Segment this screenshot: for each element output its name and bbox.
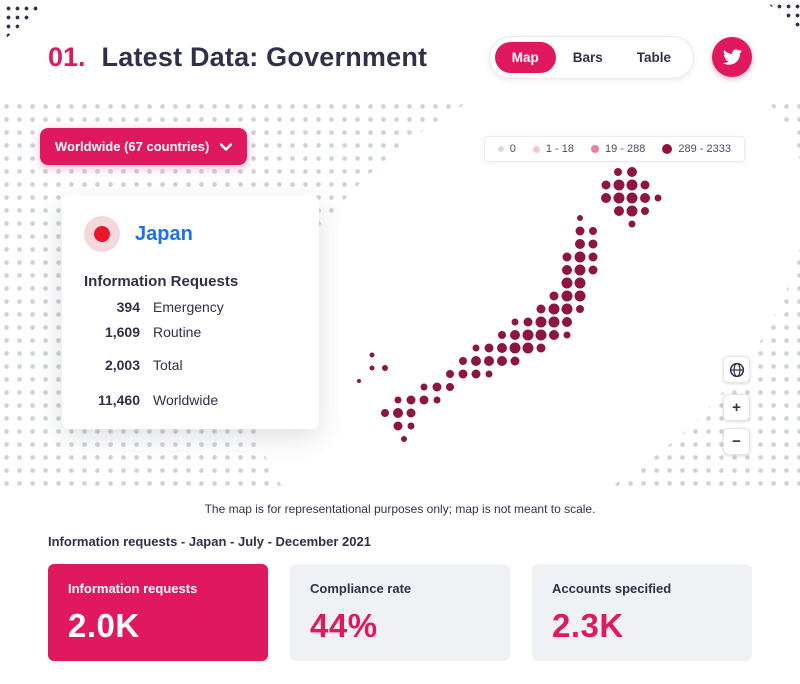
legend-label: 0 [509, 143, 516, 155]
tooltip-row-emergency: 394 Emergency [84, 299, 297, 315]
zoom-in-button[interactable]: + [723, 394, 750, 421]
legend-dot-icon [532, 145, 540, 153]
header: 01. Latest Data: Government Map Bars Tab… [0, 0, 800, 100]
map-legend: 0 1 - 18 19 - 288 289 - 2333 [483, 136, 745, 162]
legend-item: 0 [497, 143, 516, 155]
tooltip-row-routine: 1,609 Routine [84, 324, 297, 340]
tooltip-value: 2,003 [104, 357, 140, 373]
globe-icon [729, 362, 744, 377]
tooltip-label: Emergency [153, 299, 224, 315]
stat-value: 44% [310, 607, 378, 644]
tooltip-row-worldwide: 11,460 Worldwide [84, 392, 297, 408]
legend-item: 1 - 18 [532, 143, 575, 155]
tooltip-label: Worldwide [153, 392, 219, 408]
tab-map[interactable]: Map [494, 41, 556, 73]
tooltip-value: 11,460 [97, 392, 140, 408]
tooltip-row-total: 2,003 Total [84, 357, 297, 373]
view-toggle-group: Map Bars Table [488, 35, 694, 79]
country-dropdown[interactable]: Worldwide (67 countries) [40, 128, 248, 165]
legend-label: 289 - 2333 [678, 143, 731, 155]
map-canvas[interactable]: Worldwide (67 countries) 0 1 - 18 19 - 2… [0, 100, 800, 490]
stat-value: 2.0K [68, 607, 140, 644]
legend-label: 1 - 18 [545, 143, 575, 155]
tab-bars[interactable]: Bars [556, 42, 620, 73]
country-dropdown-label: Worldwide (67 countries) [55, 139, 210, 154]
section-number: 01. [48, 41, 86, 72]
tab-table[interactable]: Table [620, 42, 688, 73]
stats-row: Information requests 2.0K Compliance rat… [48, 564, 752, 661]
legend-dot-icon [591, 145, 600, 153]
legend-label: 19 - 288 [605, 143, 646, 155]
stat-label: Information requests [68, 581, 198, 596]
globe-reset-button[interactable] [723, 356, 750, 383]
legend-item: 19 - 288 [591, 143, 645, 155]
selection-caption: Information requests - Japan - July - De… [48, 534, 371, 549]
tooltip-label: Total [153, 357, 183, 373]
tooltip-section-title: Information Requests [84, 273, 239, 290]
stat-card-accounts-specified: Accounts specified 2.3K [532, 564, 752, 661]
stat-card-information-requests: Information requests 2.0K [48, 564, 268, 661]
tooltip-country-row: Japan [84, 216, 297, 252]
page-title: Latest Data: Government [101, 41, 428, 72]
tooltip-value: 1,609 [104, 324, 140, 340]
tooltip-country-name: Japan [135, 222, 193, 245]
japan-dot-cluster[interactable] [0, 100, 800, 490]
country-tooltip: Japan Information Requests 394 Emergency… [62, 195, 319, 429]
stat-value: 2.3K [552, 607, 624, 644]
legend-dot-icon [497, 146, 504, 152]
twitter-icon [722, 49, 742, 65]
map-controls: + − [723, 356, 750, 455]
tooltip-label: Routine [153, 324, 202, 340]
legend-item: 289 - 2333 [662, 143, 731, 155]
zoom-out-button[interactable]: − [723, 428, 750, 455]
stat-card-compliance-rate: Compliance rate 44% [290, 564, 510, 661]
stat-label: Compliance rate [310, 581, 412, 596]
stat-label: Accounts specified [552, 581, 672, 596]
tooltip-value: 394 [116, 299, 140, 315]
title-wrap: 01. Latest Data: Government [48, 42, 427, 73]
twitter-share-button[interactable] [712, 37, 752, 77]
map-disclaimer: The map is for representational purposes… [204, 502, 596, 516]
chevron-down-icon [220, 142, 233, 151]
legend-dot-icon [662, 144, 673, 154]
japan-flag-icon [84, 216, 120, 252]
